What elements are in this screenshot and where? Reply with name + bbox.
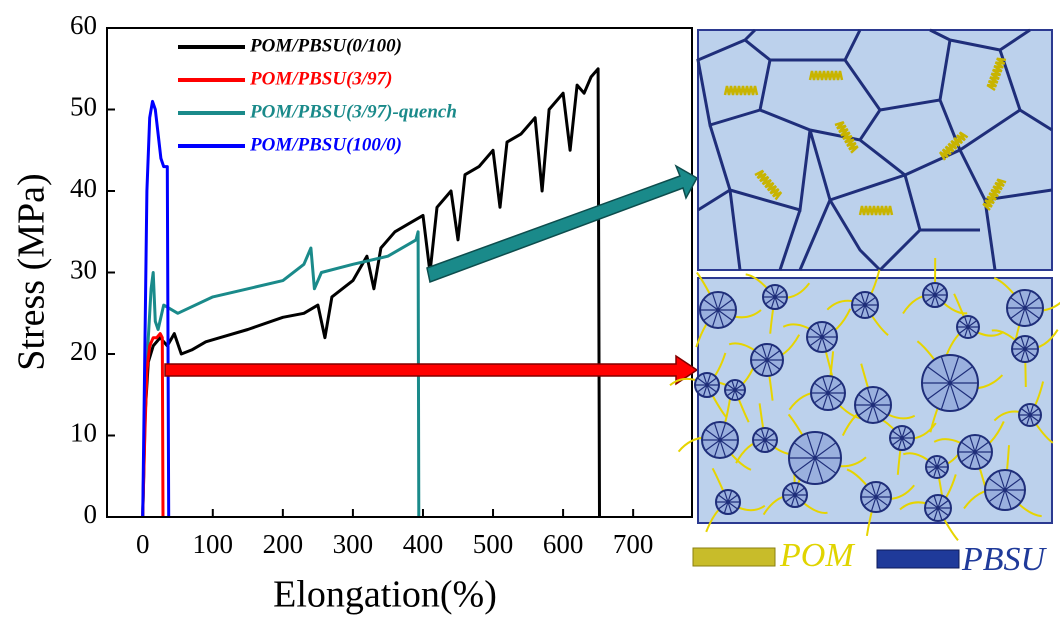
spherulite-lamellae: [926, 456, 948, 478]
y-tick-label: 30: [70, 255, 97, 285]
pom-chain: [754, 169, 783, 201]
spherulite-lamellae: [716, 490, 740, 514]
spherulite-lamellae: [753, 428, 777, 452]
spherulite-lamellae: [1012, 336, 1038, 362]
spherulite-lamellae: [695, 373, 719, 397]
spherulite-lamellae: [783, 483, 807, 507]
spherulite-lamellae: [957, 316, 979, 338]
series-line: [141, 67, 601, 518]
pom-chain: [986, 57, 1007, 92]
pbsu-spherulites: [694, 282, 1044, 522]
pom-chains: [723, 57, 1007, 216]
legend-label: POM/PBSU(0/100): [249, 35, 402, 56]
x-axis-title: Elongation(%): [273, 574, 497, 616]
x-tick-label: 100: [193, 529, 234, 559]
spherulite-lamellae: [925, 495, 951, 521]
pom-chain: [723, 85, 759, 96]
legend-swatch-pom: [692, 547, 776, 567]
plot: 0 100 200 300 400 500 600 700 0 10 20 30 40 50 60 POM/P…: [70, 10, 693, 559]
arrow: [426, 164, 699, 284]
pom-chain: [834, 121, 859, 154]
y-axis-title: Stress (MPa): [11, 173, 53, 370]
legend-swatch-pbsu: [876, 549, 960, 569]
y-tick-label: 40: [70, 173, 97, 203]
series-line: [141, 99, 171, 518]
spherulite-lamellae: [702, 422, 738, 458]
spherulite-lamellae: [922, 356, 978, 410]
spherulite-lamellae: [700, 292, 736, 328]
legend-label-pbsu: PBSU: [961, 541, 1048, 578]
spherulite-lamellae: [725, 380, 745, 400]
y-tick-label: 50: [70, 92, 97, 122]
spherulite-lamellae: [923, 283, 947, 307]
pom-chain: [808, 70, 844, 81]
x-tick-label: 0: [136, 529, 150, 559]
series-line: [141, 230, 421, 518]
legend-label: POM/PBSU(3/97): [249, 68, 393, 89]
y-tick-label: 0: [84, 499, 98, 529]
pom-chain: [982, 178, 1007, 211]
y-tick-label: 60: [70, 10, 97, 40]
spherulite-lamellae: [751, 344, 783, 376]
spherulite-lamellae: [958, 435, 992, 469]
plot-frame: [106, 27, 693, 518]
spherulite-lamellae: [789, 433, 841, 483]
arrow: [164, 354, 699, 386]
x-tick-label: 600: [543, 529, 584, 559]
legend-label: POM/PBSU(100/0): [249, 134, 402, 155]
spherulite-lamellae: [1019, 404, 1041, 426]
schematic-top: [696, 28, 1053, 272]
spherulite-lamellae: [890, 426, 914, 450]
spherulite-lamellae: [855, 387, 891, 423]
x-tick-label: 400: [403, 529, 444, 559]
spherulite-lamellae: [1007, 290, 1043, 326]
spherulite-lamellae: [985, 470, 1025, 510]
spherulite-lamellae: [811, 376, 845, 410]
x-tick-label: 500: [473, 529, 514, 559]
y-tick-label: 20: [70, 336, 97, 366]
spherulite-lamellae: [807, 322, 837, 352]
x-tick-label: 300: [333, 529, 374, 559]
spherulite-lamellae: [852, 292, 878, 318]
spherulite-lamellae: [763, 285, 787, 309]
legend-label-pom: POM: [779, 537, 855, 574]
legend-label: POM/PBSU(3/97)-quench: [249, 101, 457, 122]
x-tick-label: 700: [613, 529, 654, 559]
pom-chain: [938, 131, 969, 161]
x-tick-label: 200: [263, 529, 304, 559]
grain-boundaries: [696, 28, 1053, 272]
spherulite-lamellae: [861, 482, 891, 512]
y-tick-label: 10: [70, 418, 97, 448]
pom-chain: [858, 205, 894, 216]
schematic-bottom: [669, 257, 1060, 541]
